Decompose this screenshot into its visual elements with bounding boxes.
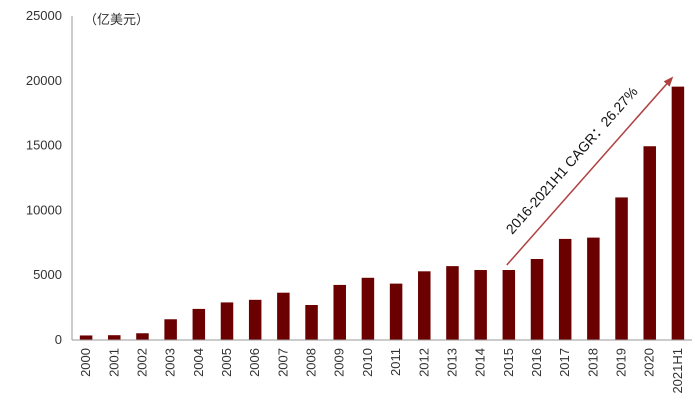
- bar-2017: [558, 238, 572, 340]
- x-tick-label: 2001: [106, 348, 121, 377]
- y-tick-label: 5000: [33, 267, 62, 282]
- x-tick-label: 2005: [219, 348, 234, 377]
- bar-2007: [277, 292, 290, 340]
- y-tick-label: 25000: [26, 8, 62, 23]
- bar-2009: [333, 284, 346, 340]
- x-tick-label: 2014: [473, 348, 488, 377]
- x-tick-label: 2017: [557, 348, 572, 377]
- bar-2011: [389, 283, 403, 340]
- x-tick-label: 2020: [642, 348, 657, 377]
- x-tick-label: 2006: [247, 348, 262, 377]
- bar-2019: [615, 197, 628, 340]
- bar-2010: [361, 277, 375, 340]
- x-tick-label: 2013: [444, 348, 459, 377]
- x-tick-label: 2011: [388, 348, 403, 376]
- x-tick-label: 2019: [614, 348, 629, 377]
- x-tick-label: 2010: [360, 348, 375, 377]
- x-tick-label: 2009: [332, 348, 347, 377]
- x-tick-label: 2008: [304, 348, 319, 377]
- bar-2013: [446, 266, 459, 340]
- x-tick-label: 2021H1: [670, 348, 685, 394]
- x-tick-label: 2002: [134, 348, 149, 377]
- bars: [79, 86, 685, 340]
- bar-2005: [220, 302, 234, 340]
- x-tick-label: 2016: [529, 348, 544, 377]
- y-tick-label: 10000: [26, 202, 62, 217]
- bar-2015: [502, 270, 516, 340]
- x-tick-label: 2004: [191, 348, 206, 377]
- y-axis: 0 5000 10000 15000 20000 25000: [26, 8, 73, 347]
- bar-2000: [79, 335, 93, 340]
- bar-2014: [474, 270, 487, 340]
- x-tick-label: 2000: [78, 348, 93, 377]
- bar-2020: [643, 146, 656, 340]
- bar-2006: [248, 299, 262, 340]
- x-tick-label: 2015: [501, 348, 516, 377]
- unit-label: （亿美元）: [84, 13, 149, 28]
- x-axis: 2000 2001 2002 2003 2004 2005 2006 2007 2008 2009…: [72, 339, 692, 394]
- bar-2018: [587, 237, 600, 340]
- cagr-arrow: [506, 76, 674, 266]
- y-tick-label: 15000: [26, 138, 62, 153]
- y-tick-label: 0: [55, 332, 62, 347]
- x-tick-label: 2007: [275, 348, 290, 377]
- bar-2021H1: [671, 86, 685, 340]
- bar-2002: [136, 333, 149, 340]
- bar-2008: [305, 305, 318, 340]
- x-tick-label: 2018: [585, 348, 600, 377]
- bar-2012: [418, 271, 431, 340]
- bar-2016: [530, 259, 544, 340]
- x-tick-label: 2012: [416, 348, 431, 377]
- y-tick-label: 20000: [26, 73, 62, 88]
- bar-2004: [192, 308, 206, 340]
- bar-2003: [164, 319, 177, 340]
- bar-2001: [108, 335, 121, 340]
- x-tick-label: 2003: [163, 348, 178, 377]
